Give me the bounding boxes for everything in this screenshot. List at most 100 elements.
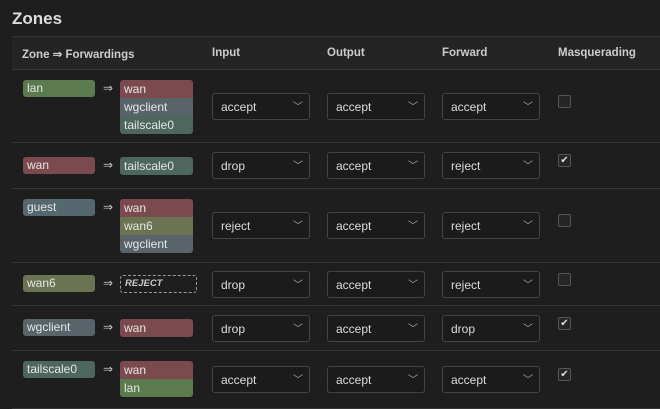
arrow-icon: ⇒ <box>103 81 114 95</box>
chevron-down-icon: ﹀ <box>523 280 533 291</box>
check-icon: ✔ <box>560 369 569 380</box>
zone-badge[interactable]: wan <box>23 157 95 174</box>
output-select[interactable]: accept ﹀ <box>327 315 425 342</box>
zone-badge[interactable]: wgclient <box>23 319 95 336</box>
forward-value: accept <box>451 373 487 387</box>
forwardings-list: tailscale0 <box>120 157 193 175</box>
forwardings-list: wan <box>120 319 193 337</box>
forward-value: reject <box>451 219 481 233</box>
zone-row: wan ⇒ tailscale0 drop ﹀ accept ﹀ reject ﹀ ✔ <box>12 143 660 189</box>
masquerading-checkbox[interactable]: ✔ <box>558 317 571 330</box>
forward-value: drop <box>451 322 476 336</box>
forwardings-list: wan wan6 wgclient <box>120 199 193 253</box>
output-value: accept <box>336 373 372 387</box>
check-icon: ✔ <box>560 155 569 166</box>
forwardings-list: wan wgclient tailscale0 <box>120 80 193 134</box>
input-select[interactable]: drop ﹀ <box>212 315 310 342</box>
output-value: accept <box>336 278 372 292</box>
chevron-down-icon: ﹀ <box>408 324 418 335</box>
forward-select[interactable]: drop ﹀ <box>442 315 540 342</box>
header-output: Output <box>327 47 365 59</box>
output-select[interactable]: accept ﹀ <box>327 212 425 239</box>
header-zone: Zone ⇒ Forwardings <box>22 49 135 61</box>
zone-row: tailscale0 ⇒ wan lan accept ﹀ accept ﹀ accept ﹀ ✔ <box>12 351 660 409</box>
forwarding-badge[interactable]: wgclient <box>120 235 193 253</box>
chevron-down-icon: ﹀ <box>293 221 303 232</box>
output-value: accept <box>336 322 372 336</box>
chevron-down-icon: ﹀ <box>523 221 533 232</box>
masquerading-checkbox[interactable]: ✔ <box>558 368 571 381</box>
input-select[interactable]: reject ﹀ <box>212 212 310 239</box>
chevron-down-icon: ﹀ <box>408 375 418 386</box>
chevron-down-icon: ﹀ <box>523 102 533 113</box>
input-value: accept <box>221 373 257 387</box>
header-forward: Forward <box>442 47 488 59</box>
chevron-down-icon: ﹀ <box>523 161 533 172</box>
output-select[interactable]: accept ﹀ <box>327 271 425 298</box>
header-masquerading: Masquerading <box>558 47 636 59</box>
input-select[interactable]: accept ﹀ <box>212 366 310 393</box>
forward-select[interactable]: accept ﹀ <box>442 366 540 393</box>
zone-badge[interactable]: lan <box>23 80 95 97</box>
forward-value: reject <box>451 159 481 173</box>
output-select[interactable]: accept ﹀ <box>327 93 425 120</box>
chevron-down-icon: ﹀ <box>523 375 533 386</box>
masquerading-checkbox[interactable] <box>558 95 571 108</box>
table-header: Zone ⇒ Forwardings Input Output Forward … <box>12 37 660 70</box>
zone-badge[interactable]: guest <box>23 199 95 216</box>
zone-badge[interactable]: wan6 <box>23 275 95 292</box>
forwarding-badge[interactable]: tailscale0 <box>120 157 193 175</box>
input-value: drop <box>221 159 246 173</box>
input-value: drop <box>221 322 246 336</box>
input-select[interactable]: drop ﹀ <box>212 152 310 179</box>
forward-value: reject <box>451 278 481 292</box>
forwarding-badge[interactable]: wan <box>120 80 193 98</box>
arrow-icon: ⇒ <box>103 276 114 290</box>
forwarding-badge[interactable]: wan <box>120 199 193 217</box>
zone-row: wgclient ⇒ wan drop ﹀ accept ﹀ drop ﹀ ✔ <box>12 306 660 351</box>
output-value: accept <box>336 159 372 173</box>
forwarding-badge[interactable]: wan6 <box>120 217 193 235</box>
output-select[interactable]: accept ﹀ <box>327 366 425 393</box>
divider <box>12 36 660 37</box>
chevron-down-icon: ﹀ <box>293 161 303 172</box>
chevron-down-icon: ﹀ <box>293 375 303 386</box>
output-value: accept <box>336 100 372 114</box>
forwardings-list: wan lan <box>120 361 193 397</box>
chevron-down-icon: ﹀ <box>408 280 418 291</box>
masquerading-checkbox[interactable] <box>558 273 571 286</box>
zone-row: wan6 ⇒ REJECT drop ﹀ accept ﹀ reject ﹀ <box>12 263 660 306</box>
output-select[interactable]: accept ﹀ <box>327 152 425 179</box>
forward-select[interactable]: reject ﹀ <box>442 152 540 179</box>
chevron-down-icon: ﹀ <box>293 324 303 335</box>
forwarding-badge[interactable]: wan <box>120 319 193 337</box>
check-icon: ✔ <box>560 318 569 329</box>
zone-row: lan ⇒ wan wgclient tailscale0 accept ﹀ accept ﹀… <box>12 70 660 143</box>
input-select[interactable]: accept ﹀ <box>212 93 310 120</box>
output-value: accept <box>336 219 372 233</box>
input-value: accept <box>221 100 257 114</box>
forward-value: accept <box>451 100 487 114</box>
forward-select[interactable]: accept ﹀ <box>442 93 540 120</box>
chevron-down-icon: ﹀ <box>293 102 303 113</box>
reject-badge: REJECT <box>120 275 197 293</box>
forwarding-badge[interactable]: lan <box>120 379 193 397</box>
forwarding-badge[interactable]: wgclient <box>120 98 193 116</box>
input-value: drop <box>221 278 246 292</box>
page-title: Zones <box>12 9 63 28</box>
arrow-icon: ⇒ <box>103 362 114 376</box>
arrow-icon: ⇒ <box>103 158 114 172</box>
arrow-icon: ⇒ <box>103 200 114 214</box>
chevron-down-icon: ﹀ <box>523 324 533 335</box>
chevron-down-icon: ﹀ <box>408 161 418 172</box>
forward-select[interactable]: reject ﹀ <box>442 271 540 298</box>
zone-row: guest ⇒ wan wan6 wgclient reject ﹀ accept ﹀ reje… <box>12 189 660 263</box>
input-select[interactable]: drop ﹀ <box>212 271 310 298</box>
masquerading-checkbox[interactable]: ✔ <box>558 154 571 167</box>
forward-select[interactable]: reject ﹀ <box>442 212 540 239</box>
forwarding-badge[interactable]: tailscale0 <box>120 116 193 134</box>
arrow-icon: ⇒ <box>103 320 114 334</box>
forwarding-badge[interactable]: wan <box>120 361 193 379</box>
zone-badge[interactable]: tailscale0 <box>23 361 95 378</box>
masquerading-checkbox[interactable] <box>558 214 571 227</box>
